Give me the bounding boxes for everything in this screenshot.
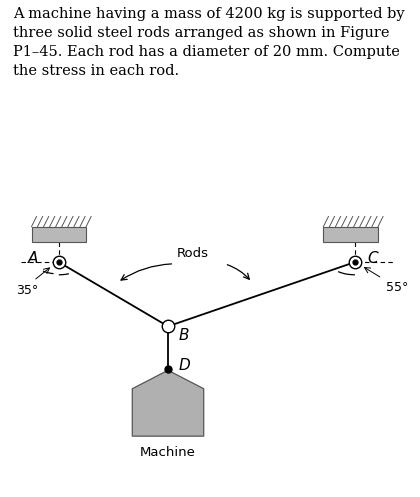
Bar [32,227,86,242]
Text: 55°: 55° [386,281,409,294]
Text: Rods: Rods [176,247,208,260]
Text: Machine: Machine [140,446,196,459]
Text: C: C [368,251,378,266]
Text: B: B [178,328,189,343]
Text: A: A [27,251,38,266]
Bar [323,227,378,242]
Text: D: D [178,358,190,373]
Polygon shape [132,370,204,436]
Text: 35°: 35° [16,284,38,297]
Text: A machine having a mass of 4200 kg is supported by
three solid steel rods arrang: A machine having a mass of 4200 kg is su… [13,7,404,79]
